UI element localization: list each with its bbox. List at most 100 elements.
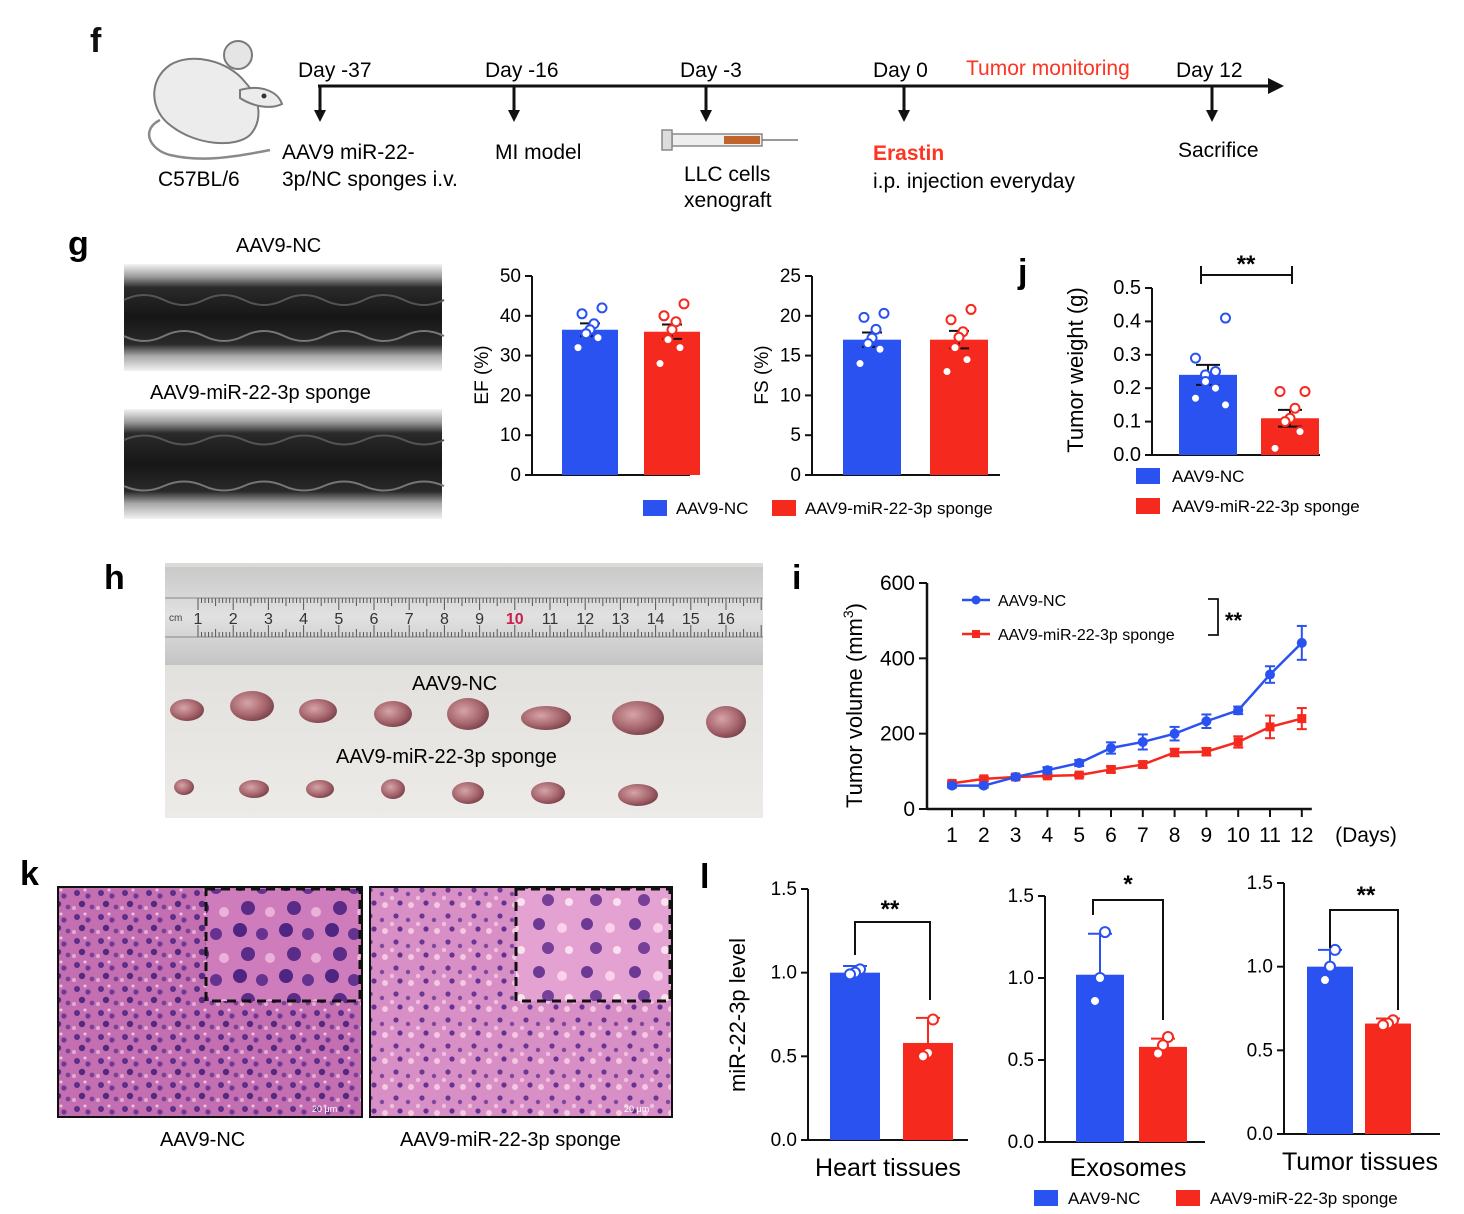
y-tick-label: 40 [500, 306, 521, 327]
histology-label-sponge: AAV9-miR-22-3p sponge [400, 1129, 621, 1151]
histology-nc: 20 μm [57, 886, 363, 1118]
legend-mirna: AAV9-NC AAV9-miR-22-3p sponge [1034, 1189, 1398, 1208]
y-tick-label: 15 [780, 346, 801, 367]
x-tick-label: 3 [1010, 824, 1022, 847]
x-tick-label: 4 [1042, 824, 1054, 847]
tumor-sponge [381, 779, 405, 799]
legend-swatch-sponge [1176, 1190, 1200, 1206]
panel-label-h: h [104, 559, 125, 597]
significance-bracket [1329, 909, 1399, 1010]
x-tick-label: 7 [1137, 824, 1149, 847]
data-point [953, 331, 965, 343]
series-line-nc [952, 642, 1303, 787]
tumor-nc [374, 701, 412, 727]
data-point-nc [1233, 705, 1244, 716]
legend-swatch-nc [643, 500, 667, 516]
y-axis-label-sup: 3 [840, 610, 856, 618]
data-point [1099, 926, 1111, 939]
significance-mark: ** [1357, 882, 1376, 909]
y-tick-label: 10 [500, 425, 521, 446]
event-sacrifice: Sacrifice [1178, 139, 1259, 162]
y-tick-label: 1.5 [771, 879, 797, 900]
chart-tumor-weight: 0.0 0.1 0.2 0.3 0.4 0.5 Tumor weight (g) ** [1063, 251, 1320, 466]
y-tick-label: 1.5 [1247, 873, 1273, 894]
echo-image-sponge [123, 409, 445, 519]
y-tick-label: 0 [510, 465, 521, 486]
y-tick-label: 0.2 [1113, 377, 1141, 399]
y-axis-label: Tumor volume (mm3) [840, 603, 867, 808]
data-point [1319, 974, 1331, 987]
ruler-ticks [197, 598, 762, 637]
echo-image-nc [123, 264, 445, 371]
ruler-number: 8 [440, 611, 449, 628]
y-tick-label: 200 [880, 723, 915, 746]
significance-bracket [1092, 899, 1164, 1020]
y-tick-label: 0.5 [1113, 277, 1141, 299]
y-tick-label: 0.5 [1008, 1050, 1034, 1071]
ruler-number: 13 [612, 611, 630, 628]
data-point [678, 298, 690, 310]
data-point-nc [1074, 758, 1085, 769]
ruler-number: 6 [370, 611, 379, 628]
y-tick-label: 0 [903, 798, 915, 821]
chart-ef: 0 10 20 30 40 50 EF (%) [472, 266, 700, 486]
data-point [1210, 382, 1221, 394]
panel-label-k: k [20, 855, 39, 893]
data-point [1190, 392, 1201, 404]
legend-label-nc: AAV9-NC [676, 499, 748, 518]
day-label-m37: Day -37 [298, 59, 372, 82]
data-point [858, 311, 870, 323]
x-axis-label: (Days) [1335, 824, 1397, 847]
data-point [870, 323, 882, 335]
chart-tumor-tissues: 0.0 0.5 1.0 1.5 Tumor tissues ** [1247, 873, 1440, 1176]
y-tick-label: 5 [790, 425, 801, 446]
y-tick-label: 400 [880, 647, 915, 670]
y-tick-label: 0.1 [1113, 411, 1141, 433]
data-point-sponge [1074, 770, 1084, 780]
y-tick-label: 0.5 [1247, 1040, 1273, 1061]
data-point [576, 308, 588, 320]
y-tick-label: 1.5 [1008, 886, 1034, 907]
data-point [1289, 402, 1301, 414]
legend-label-sponge: AAV9-miR-22-3p sponge [805, 499, 993, 518]
data-point [917, 1050, 929, 1063]
data-point [874, 343, 886, 355]
ruler-number: 1 [194, 611, 203, 628]
legend-label-sponge: AAV9-miR-22-3p sponge [998, 627, 1175, 644]
significance-mark: ** [881, 896, 900, 923]
series-line-sponge [951, 717, 1303, 785]
data-point [674, 342, 686, 354]
y-tick-label: 0.3 [1113, 344, 1141, 366]
event-aav-line1: AAV9 miR-22- [282, 141, 415, 164]
event-llc-line2: xenograft [684, 189, 772, 212]
bar-sponge [1139, 1046, 1187, 1142]
ruler-number: 16 [717, 611, 735, 628]
data-point-nc [1265, 669, 1275, 680]
legend-swatch-sponge [1136, 498, 1160, 514]
mouse-strain-label: C57BL/6 [158, 168, 240, 191]
data-point [945, 314, 957, 326]
event-erastin: Erastin [873, 142, 944, 165]
mouse-icon [148, 40, 284, 160]
data-point [662, 334, 674, 346]
legend-swatch-nc [1034, 1190, 1058, 1206]
y-axis-label-close: ) [842, 603, 867, 610]
ruler-number: 14 [647, 611, 665, 628]
data-point [927, 1013, 939, 1026]
panel-label-g: g [68, 225, 89, 263]
tumor-nc [170, 699, 204, 721]
tumors-nc-row [170, 691, 746, 738]
ruler [165, 567, 763, 665]
significance-bracket [854, 921, 931, 1000]
legend-tumor-volume: AAV9-NC AAV9-miR-22-3p sponge ** [962, 593, 1243, 644]
tumor-nc [230, 691, 274, 721]
zoom-inset-nc [204, 887, 362, 1003]
y-axis-label: Tumor weight (g) [1063, 287, 1088, 452]
data-point [1377, 1019, 1389, 1032]
data-point [592, 332, 604, 344]
tumor-photo: cm 1 2 3 4 5 6 7 8 9 10 11 12 13 14 15 16 AAV9-NC AAV9-… [165, 563, 763, 818]
syringe-icon [661, 129, 798, 151]
x-axis-label: Exosomes [1070, 1154, 1187, 1182]
x-tick-label: 6 [1105, 824, 1117, 847]
